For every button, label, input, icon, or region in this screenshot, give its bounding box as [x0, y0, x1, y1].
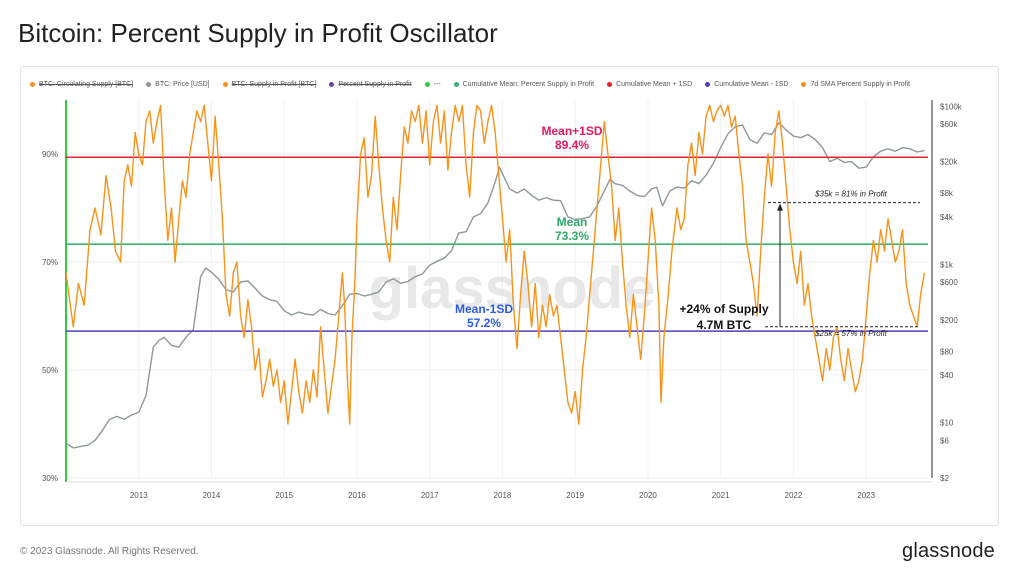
legend-dot — [146, 81, 152, 87]
y-right-tick-label: $4k — [940, 213, 954, 222]
reference-line-label: Mean — [557, 215, 588, 229]
y-right-tick-label: $1k — [940, 260, 954, 269]
y-right-tick-label: $60k — [940, 120, 958, 129]
x-tick-label: 2021 — [712, 491, 730, 500]
x-tick-label: 2013 — [130, 491, 148, 500]
x-tick-label: 2017 — [421, 491, 439, 500]
reference-line-value: 89.4% — [555, 138, 589, 152]
reference-line-value: 73.3% — [555, 229, 589, 243]
legend-label: BTC: Circulating Supply [BTC] — [39, 80, 134, 88]
legend-dot — [705, 81, 711, 87]
legend-item[interactable]: BTC: Price [USD] — [146, 80, 210, 88]
legend-item[interactable]: Percent Supply in Profit — [329, 80, 412, 88]
legend-label: Cumulative Mean - 1SD — [714, 80, 789, 88]
glassnode-logo: glassnode — [902, 540, 995, 562]
chart-panel — [20, 66, 999, 526]
x-tick-label: 2016 — [348, 491, 366, 500]
annotation-arrow-head — [777, 203, 783, 211]
legend-item[interactable]: Cumulative Mean - 1SD — [705, 81, 788, 88]
legend-label: BTC: Supply in Profit [BTC] — [231, 80, 317, 88]
percent-supply-in-profit-line — [65, 104, 926, 425]
y-right-tick-label: $80 — [940, 347, 954, 356]
legend-item[interactable]: BTC: Circulating Supply [BTC] — [30, 81, 133, 88]
y-left-tick-label: 30% — [42, 474, 58, 483]
y-right-tick-label: $8k — [940, 189, 954, 198]
legend-dot — [30, 81, 35, 87]
legend-dot — [424, 81, 430, 87]
legend-label: BTC: Price [USD] — [155, 80, 210, 88]
legend-dot — [222, 81, 228, 87]
legend-label: 7d SMA Percent Supply in Profit — [810, 80, 911, 88]
y-right-tick-label: $6 — [940, 436, 949, 445]
y-right-tick-label: $2 — [940, 474, 949, 483]
legend-item[interactable]: --- — [424, 80, 441, 88]
reference-line-label: Mean-1SD — [455, 302, 513, 316]
legend-label: --- — [433, 80, 441, 88]
y-right-tick-label: $10 — [940, 419, 954, 428]
legend-dot — [801, 81, 807, 87]
legend-label: Percent Supply in Profit — [338, 80, 412, 88]
chart-legend: BTC: Circulating Supply [BTC] BTC: Price … — [30, 78, 990, 90]
copyright-footer: © 2023 Glassnode. All Rights Reserved. — [20, 546, 199, 557]
legend-dot — [607, 81, 613, 87]
page-title: Bitcoin: Percent Supply in Profit Oscill… — [18, 18, 498, 48]
legend-item[interactable]: Cumulative Mean + 1SD — [607, 81, 692, 88]
y-left-tick-label: 90% — [42, 150, 58, 159]
annotation-arrow-text: 4.7M BTC — [697, 318, 752, 332]
y-left-tick-label: 50% — [42, 366, 58, 375]
y-right-tick-label: $600 — [940, 278, 958, 287]
legend-item[interactable]: 7d SMA Percent Supply in Profit — [801, 81, 910, 88]
x-tick-label: 2019 — [566, 491, 584, 500]
annotation-upper-label: $35k = 81% in Profit — [814, 190, 888, 199]
price-series-line — [65, 121, 925, 449]
x-tick-label: 2023 — [857, 491, 875, 500]
x-tick-label: 2014 — [203, 491, 221, 500]
x-tick-label: 2018 — [494, 491, 512, 500]
y-right-tick-label: $40 — [940, 371, 954, 380]
x-tick-label: 2015 — [275, 491, 293, 500]
legend-item[interactable]: BTC: Supply in Profit [BTC] — [222, 80, 317, 88]
reference-line-value: 57.2% — [467, 316, 501, 330]
annotation-lower-label: $25k = 57% in Profit — [814, 329, 888, 338]
y-left-tick-label: 70% — [42, 258, 58, 267]
y-right-tick-label: $20k — [940, 158, 958, 167]
x-tick-label: 2022 — [785, 491, 803, 500]
legend-item[interactable]: Cumulative Mean: Percent Supply in Profi… — [453, 80, 595, 88]
reference-line-label: Mean+1SD — [541, 124, 602, 138]
y-right-tick-label: $100k — [940, 102, 963, 111]
legend-label: Cumulative Mean: Percent Supply in Profi… — [462, 80, 595, 88]
legend-dot — [329, 81, 335, 87]
y-right-tick-label: $200 — [940, 316, 958, 325]
annotation-arrow-text: +24% of Supply — [679, 302, 768, 316]
x-tick-label: 2020 — [639, 491, 657, 500]
legend-label: Cumulative Mean + 1SD — [616, 80, 693, 88]
legend-dot — [453, 81, 459, 87]
